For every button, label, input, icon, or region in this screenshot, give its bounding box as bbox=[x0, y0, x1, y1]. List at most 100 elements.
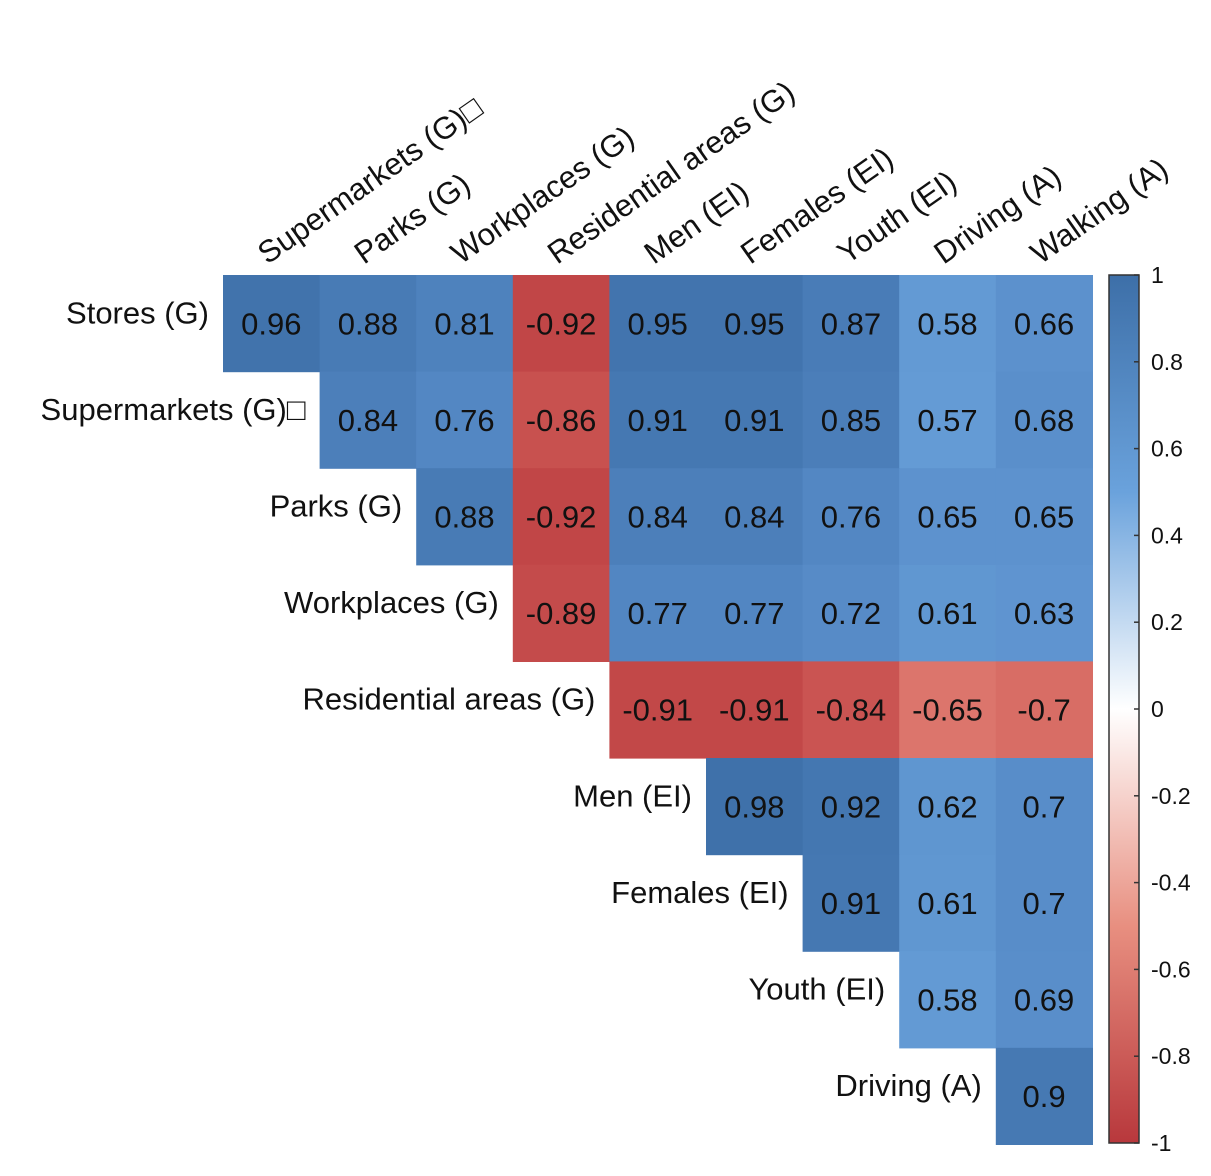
cell-value-label: 0.84 bbox=[724, 500, 784, 535]
heatmap-cell bbox=[995, 1047, 1093, 1145]
cell-value-label: 0.76 bbox=[434, 403, 494, 438]
heatmap-cell bbox=[802, 854, 900, 952]
cell-value-label: 0.91 bbox=[821, 886, 881, 921]
heatmap-cell bbox=[512, 275, 610, 373]
cell-value-label: -0.89 bbox=[526, 596, 597, 631]
colorbar-tick-label: 1 bbox=[1151, 262, 1164, 288]
heatmap-cell bbox=[802, 758, 900, 856]
cell-value-label: 0.7 bbox=[1023, 886, 1066, 921]
heatmap-cell bbox=[995, 468, 1093, 566]
heatmap-cell bbox=[319, 275, 417, 373]
heatmap-cell bbox=[319, 371, 417, 469]
row-label: Females (EI) bbox=[611, 875, 788, 910]
colorbar-tick-label: -0.2 bbox=[1151, 783, 1191, 809]
cell-value-label: 0.88 bbox=[434, 500, 494, 535]
heatmap-cell bbox=[995, 275, 1093, 373]
row-labels: Stores (G) Supermarkets (G)□ Parks (G) Work… bbox=[41, 295, 982, 1103]
cell-value-label: 0.81 bbox=[434, 306, 494, 341]
heatmap-cell bbox=[609, 275, 707, 373]
heatmap-cell bbox=[512, 564, 610, 662]
cell-value-label: 0.61 bbox=[917, 596, 977, 631]
row-label: Stores (G) bbox=[66, 295, 209, 330]
cell-value-label: 0.65 bbox=[1014, 500, 1074, 535]
colorbar-tick-label: 0.4 bbox=[1151, 522, 1183, 548]
heatmap-cell bbox=[802, 275, 900, 373]
heatmap-cell bbox=[899, 564, 997, 662]
cell-value-label: 0.84 bbox=[628, 500, 688, 535]
cell-value-label: 0.58 bbox=[917, 306, 977, 341]
heatmap-cell bbox=[706, 758, 804, 856]
row-label: Youth (EI) bbox=[748, 972, 885, 1007]
heatmap-cell bbox=[706, 661, 804, 759]
cell-value-label: 0.76 bbox=[821, 500, 881, 535]
heatmap-cell bbox=[416, 371, 514, 469]
colorbar: 1 0.8 0.6 0.4 0.2 0 -0.2 -0.4 -0.6 -0.8 -1 bbox=[1108, 262, 1191, 1156]
heatmap-cell bbox=[512, 468, 610, 566]
cell-value-label: -0.84 bbox=[816, 693, 887, 728]
heatmap-cell bbox=[995, 854, 1093, 952]
colorbar-tick-label: -0.8 bbox=[1151, 1043, 1191, 1069]
row-label: Men (EI) bbox=[573, 778, 692, 813]
cell-value-label: -0.91 bbox=[622, 693, 693, 728]
row-label: Driving (A) bbox=[835, 1068, 981, 1103]
colorbar-ticks: 1 0.8 0.6 0.4 0.2 0 -0.2 -0.4 -0.6 -0.8 -1 bbox=[1134, 262, 1191, 1156]
heatmap-cell bbox=[899, 275, 997, 373]
heatmap-cell bbox=[899, 951, 997, 1049]
heatmap-cell bbox=[899, 371, 997, 469]
heatmap-cell bbox=[223, 275, 321, 373]
heatmap-cell bbox=[706, 371, 804, 469]
heatmap-cell bbox=[609, 468, 707, 566]
heatmap-cell bbox=[995, 758, 1093, 856]
heatmap-cell bbox=[706, 275, 804, 373]
heatmap-cell bbox=[609, 564, 707, 662]
cell-value-label: 0.68 bbox=[1014, 403, 1074, 438]
cell-value-label: 0.85 bbox=[821, 403, 881, 438]
heatmap-cells: 0.96 0.88 0.81 -0.92 0.95 0.95 0.87 0.58 0.66 0.8… bbox=[223, 275, 1093, 1145]
cell-value-label: 0.95 bbox=[724, 306, 784, 341]
cell-value-label: 0.84 bbox=[338, 403, 398, 438]
colorbar-tick-label: -0.4 bbox=[1151, 870, 1191, 896]
cell-value-label: 0.98 bbox=[724, 789, 784, 824]
cell-value-label: -0.7 bbox=[1017, 693, 1070, 728]
cell-value-label: 0.62 bbox=[917, 789, 977, 824]
cell-value-label: 0.63 bbox=[1014, 596, 1074, 631]
column-labels: Supermarkets (G)□Parks (G)Workplaces (G)… bbox=[251, 74, 1174, 271]
cell-value-label: 0.57 bbox=[917, 403, 977, 438]
cell-value-label: 0.66 bbox=[1014, 306, 1074, 341]
heatmap-cell bbox=[899, 661, 997, 759]
cell-value-label: -0.65 bbox=[912, 693, 983, 728]
cell-value-label: 0.95 bbox=[628, 306, 688, 341]
heatmap-cell bbox=[995, 564, 1093, 662]
cell-value-label: 0.58 bbox=[917, 983, 977, 1018]
cell-value-label: 0.72 bbox=[821, 596, 881, 631]
cell-value-label: -0.92 bbox=[526, 306, 597, 341]
colorbar-tick-label: -0.6 bbox=[1151, 956, 1191, 982]
heatmap-cell bbox=[899, 854, 997, 952]
colorbar-tick-label: -1 bbox=[1151, 1130, 1171, 1156]
row-label: Supermarkets (G)□ bbox=[41, 392, 306, 427]
row-label: Workplaces (G) bbox=[284, 585, 499, 620]
heatmap-cell bbox=[899, 758, 997, 856]
cell-value-label: 0.7 bbox=[1023, 789, 1066, 824]
heatmap-cell bbox=[995, 951, 1093, 1049]
heatmap-cell bbox=[995, 371, 1093, 469]
cell-value-label: 0.77 bbox=[724, 596, 784, 631]
cell-value-label: 0.96 bbox=[241, 306, 301, 341]
heatmap-cell bbox=[802, 371, 900, 469]
row-label: Parks (G) bbox=[270, 489, 403, 524]
heatmap-cell bbox=[706, 564, 804, 662]
heatmap-cell bbox=[802, 564, 900, 662]
colorbar-tick-label: 0 bbox=[1151, 696, 1164, 722]
cell-value-label: 0.69 bbox=[1014, 983, 1074, 1018]
heatmap-cell bbox=[512, 371, 610, 469]
cell-value-label: 0.88 bbox=[338, 306, 398, 341]
heatmap-cell bbox=[609, 371, 707, 469]
cell-value-label: -0.92 bbox=[526, 500, 597, 535]
heatmap-cell bbox=[609, 661, 707, 759]
heatmap-cell bbox=[802, 468, 900, 566]
cell-value-label: 0.91 bbox=[628, 403, 688, 438]
cell-value-label: 0.77 bbox=[628, 596, 688, 631]
cell-value-label: 0.9 bbox=[1023, 1079, 1066, 1114]
cell-value-label: 0.61 bbox=[917, 886, 977, 921]
